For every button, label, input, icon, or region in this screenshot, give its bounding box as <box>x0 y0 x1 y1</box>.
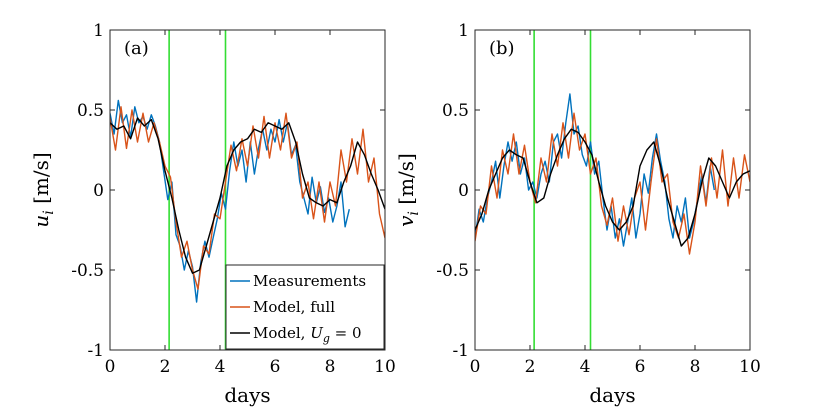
x-tick-label: 6 <box>635 357 646 377</box>
legend-label: Model, Ug = 0 <box>253 324 362 345</box>
panel-b: 0 2 4 6 8 10 -1 -0.5 0 0.5 1 days vi [m/s] (b) <box>394 21 761 407</box>
series-line-model-u-g-0 <box>110 117 385 274</box>
y-tick-label: 0 <box>93 181 104 201</box>
y-axis-label: ui [m/s] <box>29 152 57 227</box>
x-tick-label: 10 <box>739 357 761 377</box>
x-axis-label: days <box>589 383 635 407</box>
series-group <box>475 93 750 255</box>
legend-label: Measurements <box>253 272 366 290</box>
y-tick-label: -1 <box>87 341 104 361</box>
panel-label: (a) <box>124 38 149 59</box>
series-group <box>110 99 385 303</box>
y-axis-label: vi [m/s] <box>394 153 422 227</box>
x-tick-label: 6 <box>270 357 281 377</box>
series-line-model-full <box>110 106 385 290</box>
legend: Measurements Model, full Model, Ug = 0 <box>225 264 385 350</box>
y-tick-label: -0.5 <box>436 261 469 281</box>
legend-label: Model, full <box>253 298 335 316</box>
x-tick-label: 2 <box>525 357 536 377</box>
x-axis-label: days <box>224 383 270 407</box>
series-line-model-full <box>475 112 750 255</box>
x-tick-label: 0 <box>105 357 116 377</box>
y-tick-label: 1 <box>93 21 104 41</box>
x-tick-label: 4 <box>215 357 226 377</box>
y-tick-label: 1 <box>458 21 469 41</box>
x-tick-label: 0 <box>470 357 481 377</box>
x-tick-label: 2 <box>160 357 171 377</box>
x-tick-label: 8 <box>690 357 701 377</box>
series-line-model-u-g-0 <box>475 128 750 247</box>
series-line-measurements <box>110 99 350 303</box>
legend-box <box>225 264 385 350</box>
x-tick-label: 4 <box>580 357 591 377</box>
y-tick-label: 0.5 <box>442 101 469 121</box>
y-tick-label: 0 <box>458 181 469 201</box>
y-tick-label: -1 <box>452 341 469 361</box>
plot-area <box>475 30 750 350</box>
panel-label: (b) <box>489 38 515 59</box>
y-tick-label: 0.5 <box>77 101 104 121</box>
y-tick-label: -0.5 <box>71 261 104 281</box>
panel-a: 0 2 4 6 8 10 -1 -0.5 0 0.5 1 days ui [m/s] (a) Measure… <box>29 21 396 407</box>
x-tick-label: 8 <box>325 357 336 377</box>
x-tick-label: 10 <box>374 357 396 377</box>
